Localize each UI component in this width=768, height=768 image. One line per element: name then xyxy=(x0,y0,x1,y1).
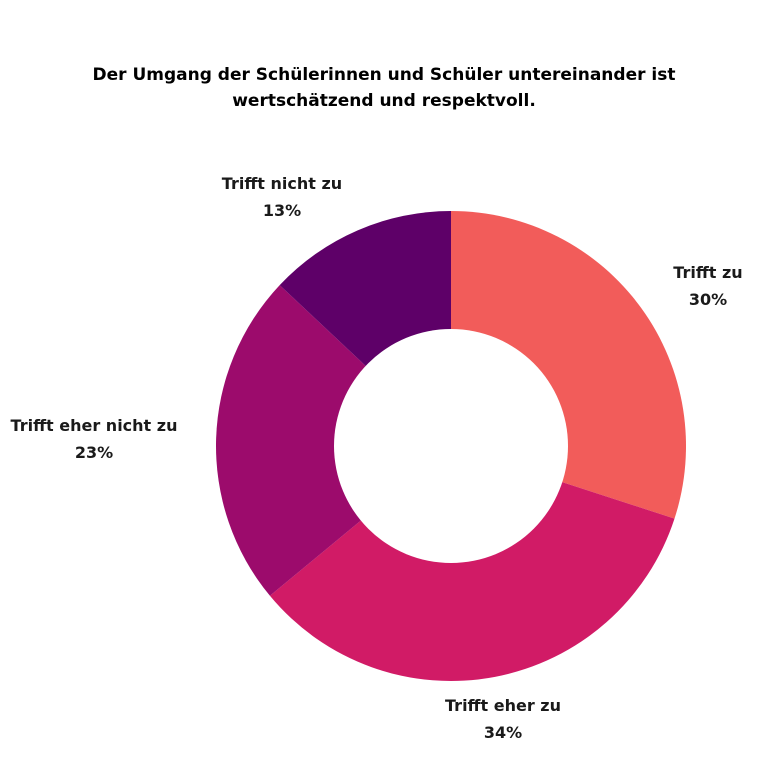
slice-label: Trifft zu xyxy=(673,263,742,282)
slice-trifft-eher-zu xyxy=(269,446,675,681)
slice-percentage: 23% xyxy=(75,443,113,462)
donut-hole xyxy=(334,329,568,563)
slice-percentage: 34% xyxy=(484,723,522,742)
chart-title: Der Umgang der Schülerinnen und Schüler … xyxy=(34,62,734,114)
chart-title-line-1: Der Umgang der Schülerinnen und Schüler … xyxy=(92,65,676,85)
slice-label: Trifft nicht zu xyxy=(222,174,342,193)
slice-percentage: 13% xyxy=(263,201,301,220)
chart-title-line-2: wertschätzend und respektvoll. xyxy=(232,91,536,111)
slice-label: Trifft eher zu xyxy=(445,696,561,715)
slice-trifft-eher-nicht-zu xyxy=(216,285,451,596)
slice-percentage: 30% xyxy=(689,290,727,309)
labels-layer: Trifft zu 30% Trifft eher zu 34% Trifft eher… xyxy=(11,174,743,742)
slice-label: Trifft eher nicht zu xyxy=(11,416,178,435)
